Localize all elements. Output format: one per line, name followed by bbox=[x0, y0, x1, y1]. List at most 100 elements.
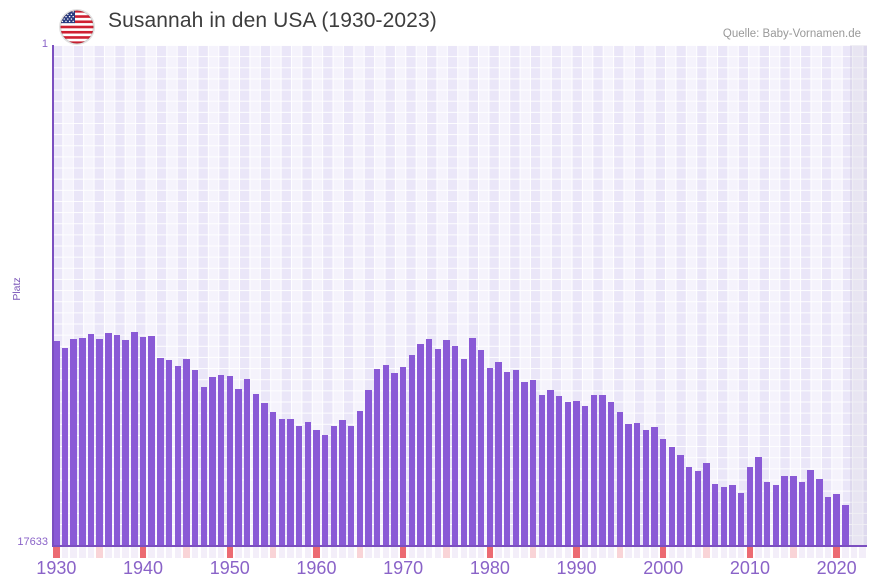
bar[interactable] bbox=[165, 360, 173, 547]
bar[interactable] bbox=[486, 368, 494, 547]
bar[interactable] bbox=[113, 335, 121, 547]
bar[interactable] bbox=[122, 340, 129, 547]
bar[interactable] bbox=[278, 419, 285, 547]
bar[interactable] bbox=[833, 494, 840, 547]
bar[interactable] bbox=[790, 476, 797, 547]
bar[interactable] bbox=[608, 402, 615, 547]
bar[interactable] bbox=[529, 380, 537, 547]
bar[interactable] bbox=[755, 457, 762, 547]
bar[interactable] bbox=[807, 470, 814, 547]
bar[interactable] bbox=[564, 402, 572, 547]
x-tick-minor bbox=[425, 547, 433, 558]
bar[interactable] bbox=[538, 395, 546, 547]
bar[interactable] bbox=[373, 369, 381, 547]
bar[interactable] bbox=[434, 349, 442, 547]
x-tick-major bbox=[573, 547, 580, 558]
bar[interactable] bbox=[512, 370, 520, 547]
bar[interactable] bbox=[625, 424, 632, 547]
bar[interactable] bbox=[746, 467, 754, 547]
bar[interactable] bbox=[642, 430, 650, 547]
bar[interactable] bbox=[183, 359, 190, 547]
bar[interactable] bbox=[408, 355, 415, 547]
bar[interactable] bbox=[503, 372, 511, 547]
bar[interactable] bbox=[729, 485, 736, 547]
bar[interactable] bbox=[651, 427, 658, 547]
bar[interactable] bbox=[460, 359, 468, 547]
bar[interactable] bbox=[469, 338, 476, 547]
x-tick-minor bbox=[70, 547, 77, 558]
bar[interactable] bbox=[53, 341, 60, 547]
x-tick-minor bbox=[807, 547, 814, 558]
bar[interactable] bbox=[694, 471, 702, 547]
bar[interactable] bbox=[235, 389, 242, 547]
bar[interactable] bbox=[87, 334, 95, 547]
x-tick-minor bbox=[642, 547, 650, 558]
x-tick-minor bbox=[339, 547, 346, 558]
bar[interactable] bbox=[191, 370, 199, 547]
bar[interactable] bbox=[599, 395, 606, 547]
bar[interactable] bbox=[451, 346, 459, 547]
bar[interactable] bbox=[677, 455, 684, 547]
bar[interactable] bbox=[269, 412, 277, 547]
bar[interactable] bbox=[772, 485, 780, 547]
bar[interactable] bbox=[252, 394, 259, 547]
bar[interactable] bbox=[824, 497, 832, 547]
bar[interactable] bbox=[495, 362, 502, 547]
bar[interactable] bbox=[798, 482, 806, 547]
bar[interactable] bbox=[391, 373, 398, 547]
bar[interactable] bbox=[339, 420, 346, 547]
bar[interactable] bbox=[686, 467, 693, 547]
bar[interactable] bbox=[321, 435, 329, 547]
bar[interactable] bbox=[582, 406, 589, 547]
bar[interactable] bbox=[555, 396, 563, 547]
bar[interactable] bbox=[226, 376, 233, 547]
bar[interactable] bbox=[590, 395, 598, 547]
bar[interactable] bbox=[634, 423, 641, 547]
bar[interactable] bbox=[347, 426, 355, 547]
bar[interactable] bbox=[842, 505, 849, 547]
bar[interactable] bbox=[547, 390, 554, 547]
bar[interactable] bbox=[425, 339, 433, 547]
bar[interactable] bbox=[616, 412, 624, 547]
bar[interactable] bbox=[217, 375, 225, 547]
bar[interactable] bbox=[261, 403, 268, 547]
bar[interactable] bbox=[382, 365, 389, 547]
bar[interactable] bbox=[668, 447, 676, 547]
bar[interactable] bbox=[139, 337, 147, 547]
bar[interactable] bbox=[365, 390, 372, 547]
bar[interactable] bbox=[521, 382, 528, 547]
bar[interactable] bbox=[477, 350, 485, 547]
bar[interactable] bbox=[174, 366, 181, 547]
bar[interactable] bbox=[720, 487, 728, 547]
bar[interactable] bbox=[330, 426, 337, 547]
bar[interactable] bbox=[209, 377, 216, 547]
bar[interactable] bbox=[356, 411, 363, 547]
bar[interactable] bbox=[313, 430, 320, 547]
bar[interactable] bbox=[738, 493, 745, 547]
bar[interactable] bbox=[781, 476, 788, 547]
bar[interactable] bbox=[399, 367, 407, 547]
bar[interactable] bbox=[660, 439, 667, 547]
bar[interactable] bbox=[764, 482, 771, 547]
bar[interactable] bbox=[816, 479, 823, 547]
bar[interactable] bbox=[70, 339, 77, 547]
bar[interactable] bbox=[573, 401, 580, 547]
bar[interactable] bbox=[200, 387, 207, 547]
x-tick-minor bbox=[599, 547, 606, 558]
bar[interactable] bbox=[295, 426, 303, 547]
bar[interactable] bbox=[96, 339, 103, 547]
bar[interactable] bbox=[105, 333, 112, 547]
chart-title: Susannah in den USA (1930-2023) bbox=[108, 9, 437, 32]
bar[interactable] bbox=[443, 340, 450, 547]
bar[interactable] bbox=[703, 463, 710, 547]
bar[interactable] bbox=[712, 484, 719, 547]
bar[interactable] bbox=[157, 358, 164, 547]
bar[interactable] bbox=[417, 344, 424, 547]
bar[interactable] bbox=[304, 422, 311, 547]
bar[interactable] bbox=[61, 348, 69, 547]
bar[interactable] bbox=[287, 419, 294, 547]
bar[interactable] bbox=[148, 336, 155, 547]
bar[interactable] bbox=[79, 338, 86, 547]
bar[interactable] bbox=[131, 332, 138, 547]
bar[interactable] bbox=[243, 379, 251, 547]
